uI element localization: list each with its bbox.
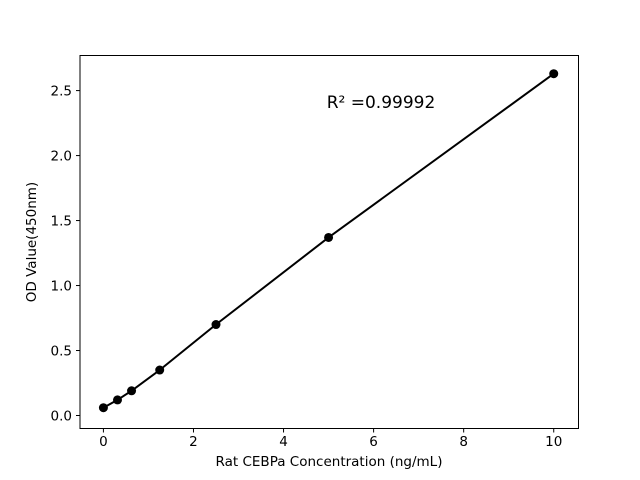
x-tick-label: 8 — [459, 434, 468, 450]
x-tick-label: 6 — [369, 434, 378, 450]
data-point — [324, 232, 334, 242]
x-tick-label: 2 — [189, 434, 198, 450]
y-tick-label: 1.5 — [51, 213, 72, 229]
x-tick-label: 0 — [99, 434, 108, 450]
y-tick-label: 0.5 — [51, 343, 72, 359]
r-squared-annotation: R² =0.99992 — [327, 93, 436, 113]
data-point — [211, 320, 221, 330]
x-tick-label: 4 — [279, 434, 288, 450]
y-tick-label: 0.0 — [51, 408, 72, 424]
x-tick-label: 10 — [545, 434, 562, 450]
y-tick-label: 2.0 — [51, 148, 72, 164]
data-point — [98, 403, 108, 413]
y-tick-label: 2.5 — [51, 83, 72, 99]
data-point — [112, 395, 122, 405]
data-point — [127, 386, 137, 396]
data-point — [549, 69, 559, 79]
y-tick-label: 1.0 — [51, 278, 72, 294]
plot-border — [79, 55, 579, 429]
x-axis-label: Rat CEBPa Concentration (ng/mL) — [216, 454, 443, 470]
data-point — [155, 365, 165, 375]
y-axis-label: OD Value(450nm) — [24, 182, 40, 302]
